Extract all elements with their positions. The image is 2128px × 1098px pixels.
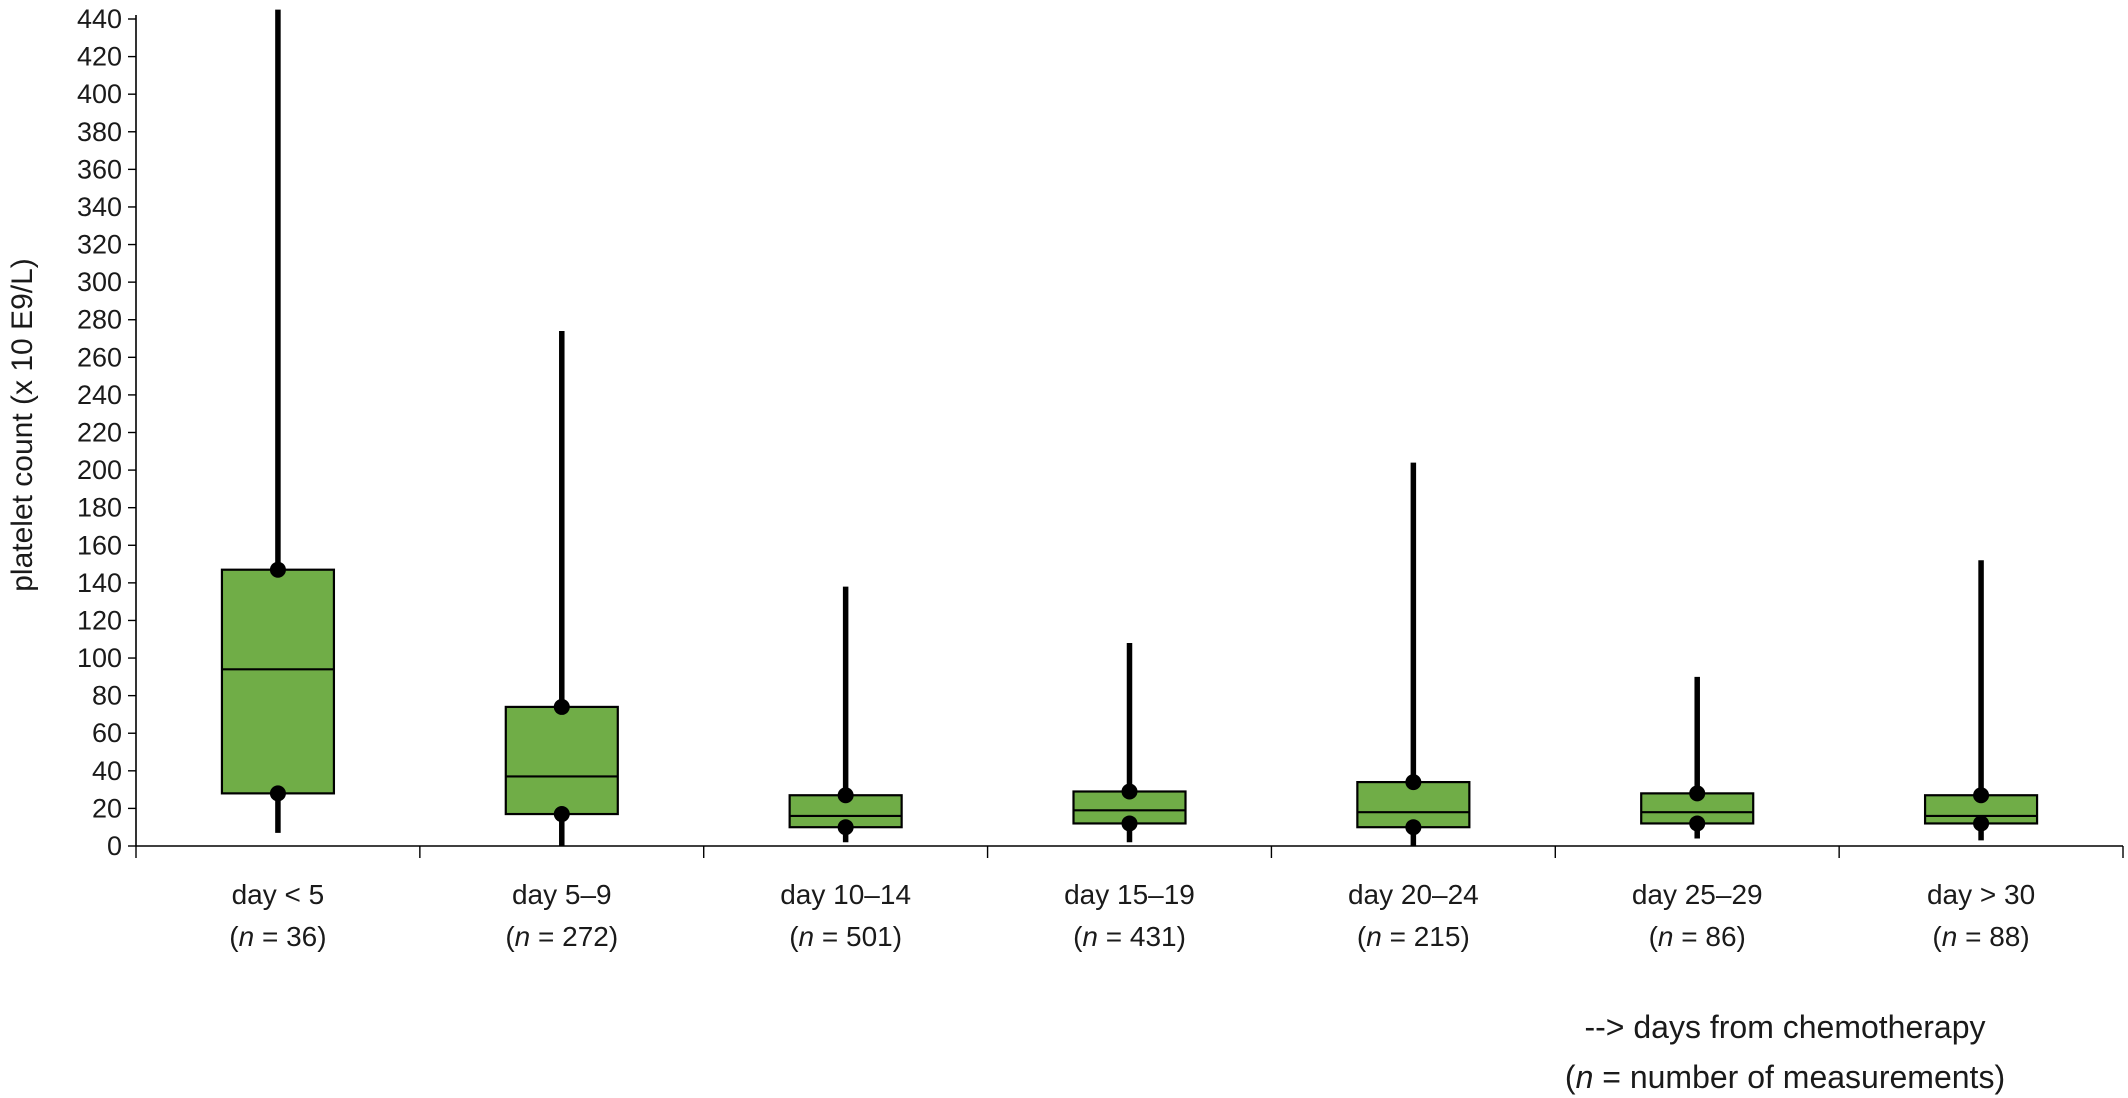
y-tick-label: 100 [77, 643, 122, 673]
y-tick-label: 20 [92, 793, 122, 823]
y-tick-label: 360 [77, 154, 122, 184]
box-group [788, 586, 903, 843]
box-group [220, 9, 336, 833]
box-group [1923, 560, 2039, 841]
y-tick-label: 180 [77, 493, 122, 523]
q1-marker [269, 785, 286, 802]
x-category-n-label: (n = 86) [1649, 921, 1746, 952]
x-category-n-label: (n = 431) [1073, 921, 1186, 952]
q3-marker [1405, 774, 1422, 791]
x-axis-annotation: --> days from chemotherapy [1584, 1009, 1985, 1045]
box-group [1356, 462, 1471, 846]
q1-marker [553, 806, 570, 823]
q1-marker [1405, 819, 1422, 836]
boxes-layer [220, 9, 2039, 846]
y-tick-label: 0 [107, 831, 122, 861]
y-tick-label: 240 [77, 380, 122, 410]
q3-marker [269, 561, 286, 578]
x-category-n-label: (n = 215) [1357, 921, 1470, 952]
q1-marker [837, 819, 854, 836]
y-tick-label: 160 [77, 530, 122, 560]
y-tick-label: 260 [77, 342, 122, 372]
y-tick-label: 60 [92, 718, 122, 748]
x-category-label: day < 5 [232, 879, 325, 910]
x-category-label: day > 30 [1927, 879, 2035, 910]
y-tick-label: 380 [77, 117, 122, 147]
box-group [504, 331, 619, 846]
y-tick-label: 300 [77, 267, 122, 297]
q3-marker [1973, 787, 1990, 804]
x-category-label: day 5–9 [512, 879, 612, 910]
q3-marker [1121, 783, 1138, 800]
x-category-n-label: (n = 501) [789, 921, 902, 952]
y-tick-label: 200 [77, 455, 122, 485]
q3-marker [1689, 785, 1706, 802]
y-tick-label: 440 [77, 4, 122, 34]
y-tick-label: 80 [92, 681, 122, 711]
y-tick-label: 120 [77, 605, 122, 635]
q1-marker [1689, 815, 1706, 832]
x-category-n-label: (n = 88) [1932, 921, 2029, 952]
x-category-label: day 25–29 [1632, 879, 1763, 910]
y-tick-label: 420 [77, 42, 122, 72]
x-axis: day < 5 (n = 36) day 5–9 (n = 272) day 10–14… [135, 845, 2124, 952]
x-category-n-label: (n = 36) [229, 921, 326, 952]
q3-marker [553, 698, 570, 715]
y-tick-label: 140 [77, 568, 122, 598]
y-tick-label: 320 [77, 230, 122, 260]
y-tick-label: 400 [77, 79, 122, 109]
y-axis-title: platelet count (x 10 E9/L) [6, 258, 39, 592]
x-category-n-label: (n = 272) [505, 921, 618, 952]
y-tick-label: 340 [77, 192, 122, 222]
y-tick-label: 220 [77, 418, 122, 448]
q1-marker [1121, 815, 1138, 832]
iqr-box [504, 705, 619, 816]
box-group [1072, 643, 1187, 843]
q1-marker [1973, 815, 1990, 832]
box-group [1640, 676, 1755, 839]
x-category-label: day 15–19 [1064, 879, 1195, 910]
y-tick-label: 40 [92, 756, 122, 786]
iqr-box [220, 568, 336, 795]
x-category-label: day 20–24 [1348, 879, 1479, 910]
q3-marker [837, 787, 854, 804]
x-axis-annotation-n-note: (n = number of measurements) [1565, 1059, 2005, 1095]
x-category-label: day 10–14 [780, 879, 911, 910]
y-tick-label: 280 [77, 305, 122, 335]
y-axis: 0 20 40 60 80 100 120 140 160 180 200 220 240 260 280 3… [77, 4, 137, 861]
